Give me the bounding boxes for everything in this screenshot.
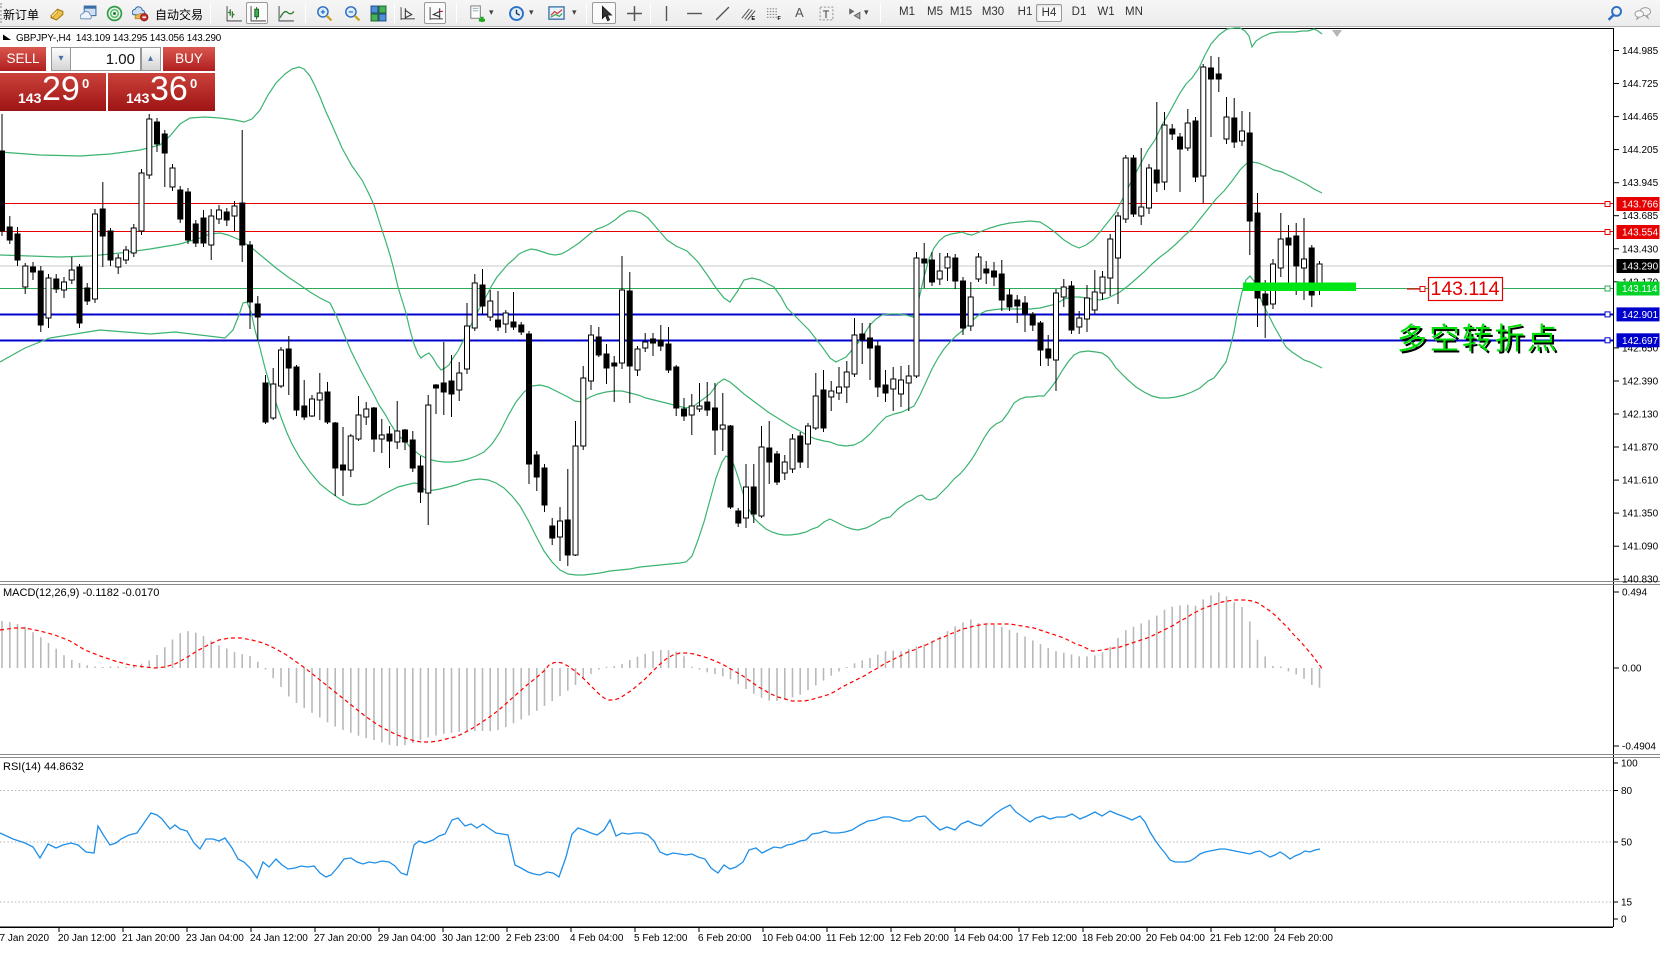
svg-text:142.697: 142.697: [1622, 336, 1659, 347]
svg-text:F: F: [777, 16, 781, 22]
svg-text:141.870: 141.870: [1622, 443, 1659, 454]
svg-text:多空转折点: 多空转折点: [1397, 323, 1560, 356]
svg-text:144.205: 144.205: [1622, 145, 1659, 156]
svg-text:21 Feb 12:00: 21 Feb 12:00: [1210, 933, 1269, 944]
svg-text:141.090: 141.090: [1622, 542, 1659, 553]
svg-text:17 Jan 2020: 17 Jan 2020: [0, 933, 49, 944]
svg-text:142.901: 142.901: [1622, 310, 1659, 321]
svg-text:RSI(14) 44.8632: RSI(14) 44.8632: [3, 761, 84, 773]
svg-text:140.830: 140.830: [1622, 575, 1659, 586]
svg-text:143.114: 143.114: [1430, 278, 1499, 300]
svg-text:143.114: 143.114: [1622, 284, 1658, 295]
svg-text:143.554: 143.554: [1622, 228, 1659, 239]
svg-text:6 Feb 20:00: 6 Feb 20:00: [698, 933, 752, 944]
svg-text:143.945: 143.945: [1622, 178, 1659, 189]
svg-text:-0.4904: -0.4904: [1622, 742, 1656, 753]
svg-text:0.494: 0.494: [1622, 588, 1647, 599]
svg-text:142.130: 142.130: [1622, 410, 1659, 421]
svg-text:12 Feb 20:00: 12 Feb 20:00: [890, 933, 949, 944]
svg-text:80: 80: [1621, 786, 1633, 797]
svg-text:29 Jan 04:00: 29 Jan 04:00: [378, 933, 436, 944]
svg-text:142.390: 142.390: [1622, 377, 1659, 388]
svg-text:GBPJPY-,H4 143.109 143.295 14: GBPJPY-,H4 143.109 143.295 143.056 143.2…: [16, 33, 222, 44]
svg-text:14 Feb 04:00: 14 Feb 04:00: [954, 933, 1013, 944]
svg-text:15: 15: [1621, 898, 1633, 909]
svg-text:143.766: 143.766: [1622, 200, 1659, 211]
svg-text:24 Jan 12:00: 24 Jan 12:00: [250, 933, 308, 944]
svg-text:23 Jan 04:00: 23 Jan 04:00: [186, 933, 244, 944]
svg-text:18 Feb 20:00: 18 Feb 20:00: [1082, 933, 1141, 944]
svg-text:E: E: [751, 16, 755, 22]
svg-text:24 Feb 20:00: 24 Feb 20:00: [1274, 933, 1333, 944]
svg-text:27 Jan 20:00: 27 Jan 20:00: [314, 933, 372, 944]
svg-text:142.650: 142.650: [1622, 343, 1659, 354]
svg-text:0: 0: [1621, 915, 1627, 926]
svg-text:11 Feb 12:00: 11 Feb 12:00: [826, 933, 885, 944]
svg-text:17 Feb 12:00: 17 Feb 12:00: [1018, 933, 1077, 944]
svg-text:20 Jan 12:00: 20 Jan 12:00: [58, 933, 116, 944]
svg-text:144.725: 144.725: [1622, 79, 1659, 90]
svg-text:141.610: 141.610: [1622, 476, 1659, 487]
svg-text:20 Feb 04:00: 20 Feb 04:00: [1146, 933, 1205, 944]
svg-text:21 Jan 20:00: 21 Jan 20:00: [122, 933, 180, 944]
svg-text:2 Feb 23:00: 2 Feb 23:00: [506, 933, 560, 944]
svg-text:143.290: 143.290: [1622, 262, 1659, 273]
svg-text:143.685: 143.685: [1622, 211, 1659, 222]
svg-text:30 Jan 12:00: 30 Jan 12:00: [442, 933, 500, 944]
svg-text:50: 50: [1621, 838, 1633, 849]
svg-text:144.985: 144.985: [1622, 46, 1659, 57]
svg-text:141.350: 141.350: [1622, 509, 1659, 520]
svg-text:5 Feb 12:00: 5 Feb 12:00: [634, 933, 688, 944]
svg-text:100: 100: [1621, 759, 1638, 770]
svg-text:0.00: 0.00: [1622, 664, 1642, 675]
svg-text:T: T: [823, 9, 830, 21]
svg-text:多空转折点: 多空转折点: [1399, 325, 1562, 358]
svg-text:144.465: 144.465: [1622, 112, 1659, 123]
svg-text:4 Feb 04:00: 4 Feb 04:00: [570, 933, 624, 944]
svg-text:143.430: 143.430: [1622, 244, 1659, 255]
svg-text:MACD(12,26,9) -0.1182 -0.0170: MACD(12,26,9) -0.1182 -0.0170: [3, 587, 159, 599]
svg-text:10 Feb 04:00: 10 Feb 04:00: [762, 933, 821, 944]
